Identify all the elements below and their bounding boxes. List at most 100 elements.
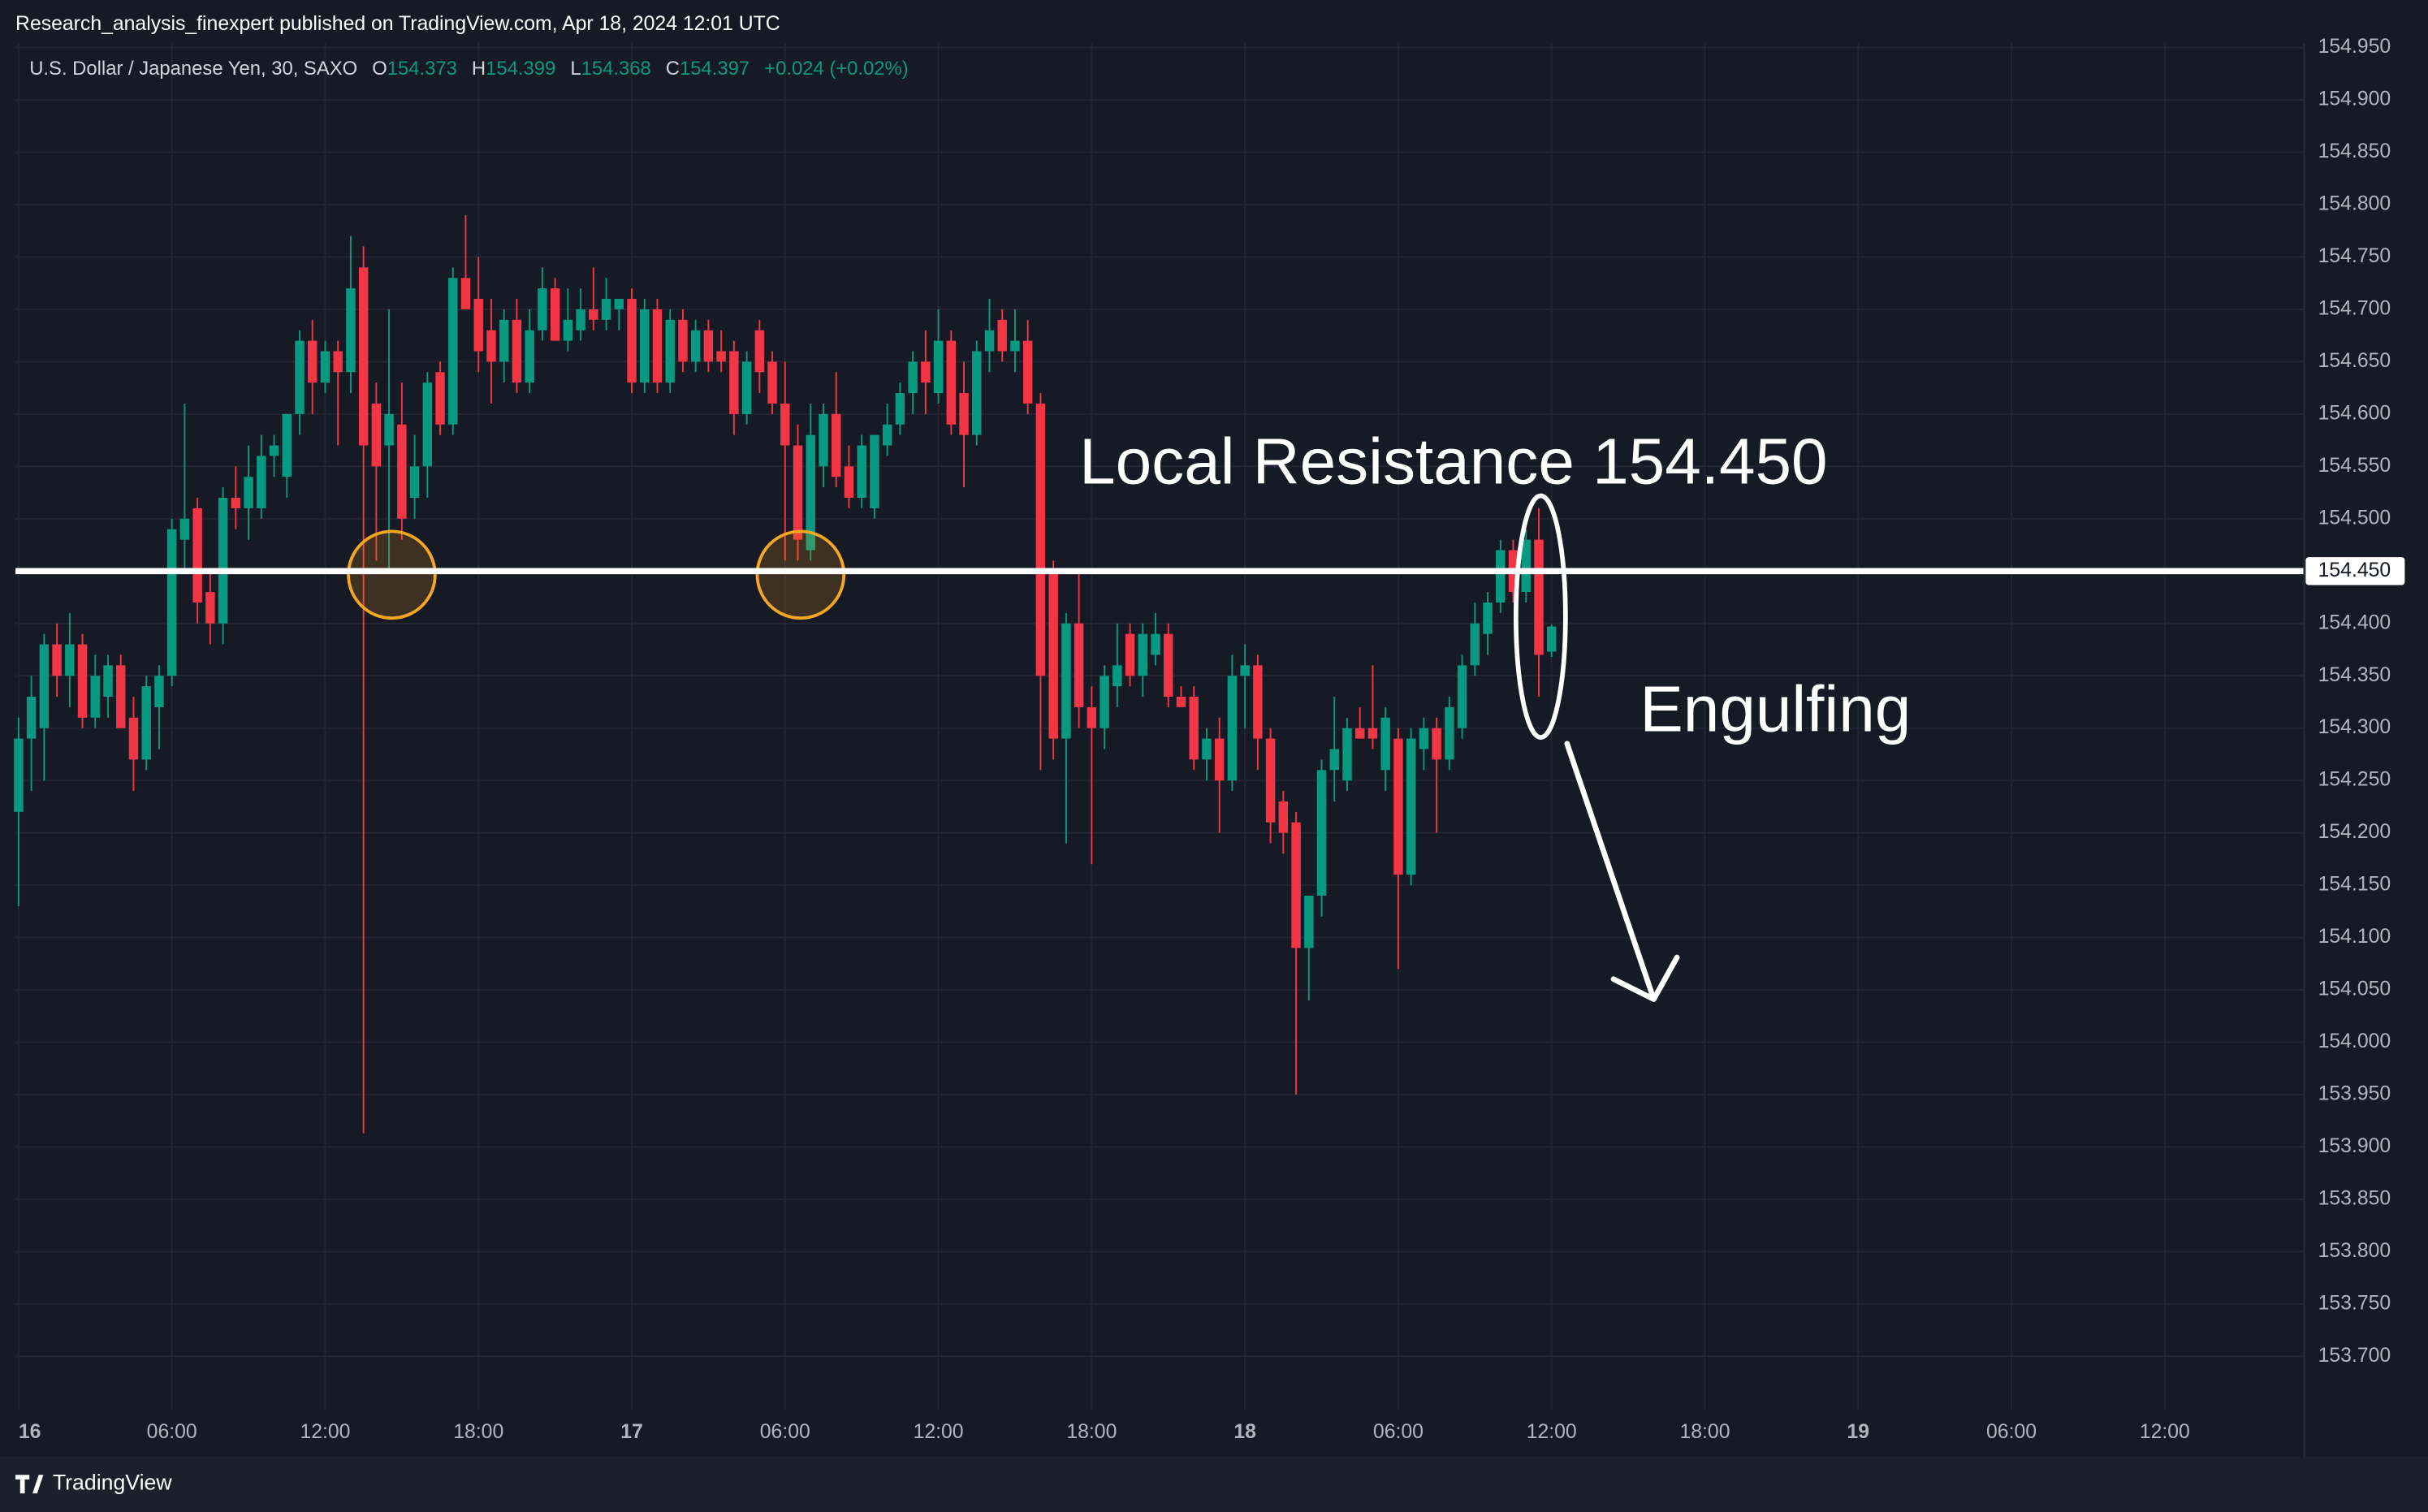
candle-body bbox=[1164, 633, 1173, 698]
annotation: Local Resistance 154.450 bbox=[1079, 424, 1828, 497]
candle-body bbox=[1125, 633, 1135, 676]
legend-value: 154.397 bbox=[680, 58, 750, 80]
candle-body bbox=[665, 319, 675, 383]
x-tick-label: 18 bbox=[1233, 1421, 1256, 1443]
candle-body bbox=[563, 319, 573, 341]
candle-body bbox=[908, 361, 918, 394]
highlight-circle bbox=[755, 529, 846, 620]
highlight-circle bbox=[347, 529, 437, 620]
candle-body bbox=[512, 319, 522, 383]
candle-body bbox=[128, 717, 139, 760]
candle-body bbox=[1278, 801, 1289, 833]
candle-body bbox=[14, 738, 24, 812]
candle-body bbox=[1087, 706, 1097, 728]
candle-body bbox=[538, 288, 547, 330]
x-tick-label: 06:00 bbox=[1373, 1421, 1424, 1443]
candle-body bbox=[1419, 728, 1429, 750]
candle-body bbox=[1227, 676, 1238, 781]
candle-body bbox=[1380, 717, 1390, 771]
candle-body bbox=[627, 299, 637, 383]
y-tick-label: 154.650 bbox=[2318, 350, 2391, 372]
y-tick-label: 154.900 bbox=[2318, 89, 2391, 110]
legend-value: 154.373 bbox=[387, 58, 457, 80]
candle-body bbox=[141, 686, 151, 760]
x-tick-label: 18:00 bbox=[1679, 1421, 1730, 1443]
y-tick-label: 154.600 bbox=[2318, 402, 2391, 424]
candle-body bbox=[793, 445, 803, 540]
header-bar bbox=[0, 0, 2428, 44]
candle-body bbox=[77, 644, 88, 718]
y-tick-label: 153.700 bbox=[2318, 1345, 2391, 1367]
overlay: Local Resistance 154.450 Engulfing bbox=[15, 424, 2305, 1002]
candle-body bbox=[333, 351, 343, 373]
candle-body bbox=[231, 498, 241, 508]
symbol: U.S. Dollar / Japanese Yen, 30, SAXO bbox=[29, 58, 357, 80]
candle-body bbox=[614, 299, 624, 309]
candle-body bbox=[1432, 728, 1441, 760]
candle-body bbox=[780, 403, 790, 446]
candle-body bbox=[448, 278, 458, 425]
candle-body bbox=[52, 644, 62, 676]
candle-body bbox=[269, 445, 279, 456]
footer-bar bbox=[0, 1456, 2428, 1512]
y-tick-label: 154.200 bbox=[2318, 821, 2391, 843]
x-tick-label: 12:00 bbox=[300, 1421, 350, 1443]
candle-body bbox=[678, 319, 688, 362]
y-tick-label: 154.100 bbox=[2318, 926, 2391, 948]
candle-body bbox=[26, 697, 37, 739]
candle-body bbox=[806, 434, 815, 551]
candle-body bbox=[844, 466, 854, 499]
candle-body bbox=[831, 413, 841, 477]
y-tick-label: 154.300 bbox=[2318, 716, 2391, 738]
candle-body bbox=[550, 288, 560, 341]
header: Research_analysis_finexpert published on… bbox=[15, 13, 780, 35]
candle-body bbox=[1061, 623, 1071, 739]
candle-body bbox=[1367, 728, 1378, 739]
grid bbox=[15, 43, 2305, 1410]
legend-value: 154.399 bbox=[486, 58, 555, 80]
candle-body bbox=[959, 393, 969, 435]
candle-body bbox=[716, 351, 726, 362]
candle-body bbox=[1470, 623, 1480, 666]
y-tick-label: 154.400 bbox=[2318, 611, 2391, 633]
y-tick-label: 153.800 bbox=[2318, 1240, 2391, 1262]
y-tick-label: 153.900 bbox=[2318, 1135, 2391, 1157]
candle-body bbox=[1035, 403, 1046, 676]
y-tick-label: 153.950 bbox=[2318, 1083, 2391, 1105]
legend-label: L bbox=[570, 58, 581, 80]
x-tick-label: 16 bbox=[19, 1421, 41, 1443]
candle-body bbox=[1048, 571, 1058, 739]
candle-body bbox=[499, 319, 509, 362]
candle-body bbox=[320, 351, 331, 383]
candle-body bbox=[1342, 728, 1352, 781]
candle-body bbox=[1534, 539, 1544, 655]
candle-body bbox=[767, 361, 777, 404]
candle-body bbox=[1189, 697, 1199, 760]
highlight-ellipse bbox=[1513, 493, 1568, 740]
y-tick-label: 154.750 bbox=[2318, 245, 2391, 267]
y-tick-label: 153.750 bbox=[2318, 1292, 2391, 1314]
y-tick-label: 154.500 bbox=[2318, 507, 2391, 529]
candle-body bbox=[1253, 665, 1263, 739]
candle-body bbox=[1240, 665, 1250, 676]
candle-body bbox=[205, 592, 215, 624]
logo-icon bbox=[15, 1475, 44, 1494]
candle-body bbox=[473, 299, 483, 352]
candle-body bbox=[1074, 623, 1084, 707]
candle-body bbox=[1546, 626, 1557, 652]
candle-body bbox=[870, 434, 879, 508]
time-axis: 16 06:00 12:00 18:00 17 06:00 12:00 18:00 18 06:0… bbox=[19, 1421, 2190, 1443]
candle-body bbox=[1329, 749, 1339, 771]
candle-body bbox=[1202, 738, 1212, 760]
candle-body bbox=[307, 340, 318, 383]
candle-body bbox=[1265, 738, 1276, 823]
y-tick-label: 154.950 bbox=[2318, 36, 2391, 58]
legend-value: 154.368 bbox=[581, 58, 651, 80]
candle-body bbox=[1138, 633, 1148, 676]
x-tick-label: 06:00 bbox=[147, 1421, 197, 1443]
candle-body bbox=[640, 309, 650, 383]
x-tick-label: 17 bbox=[620, 1421, 643, 1443]
candle-body bbox=[1176, 697, 1186, 707]
